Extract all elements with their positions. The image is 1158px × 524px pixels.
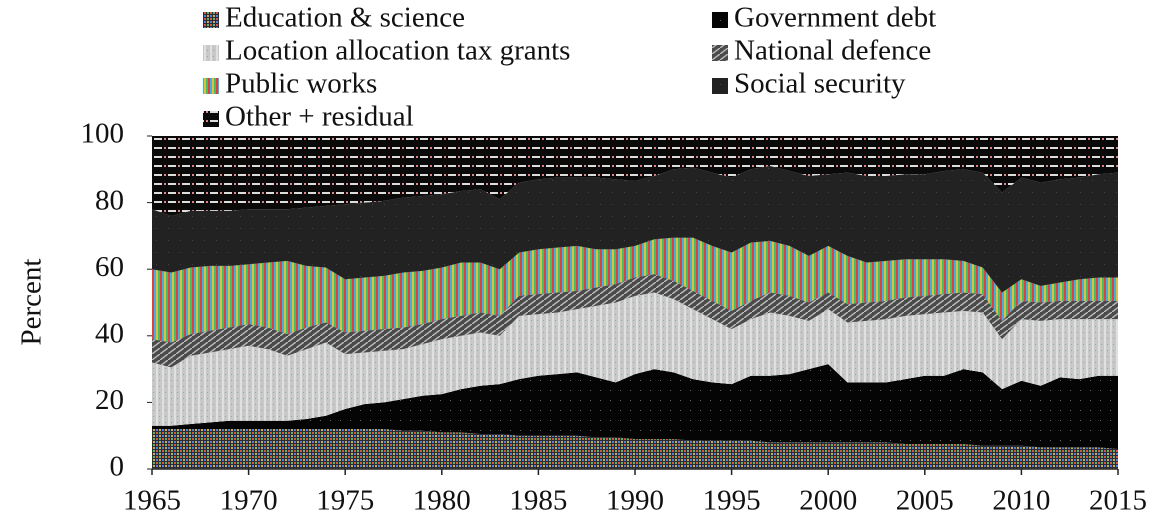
y-tick-label: 20 [95,384,124,416]
y-tick-label: 0 [110,451,125,483]
x-tick-label: 2005 [896,485,954,517]
x-tick-label: 1965 [123,485,181,517]
x-tick-label: 1990 [606,485,664,517]
legend-swatch-pattern [203,12,219,28]
y-axis-label: Percent [16,259,48,346]
y-tick-label: 80 [95,184,124,216]
area-pattern [152,292,1118,426]
area-pattern [152,364,1118,450]
legend-label: National defence [734,35,931,67]
legend-swatch-pattern [203,45,219,61]
legend-swatch-pattern [203,78,219,94]
x-tick-label: 1975 [316,485,374,517]
x-tick-label: 2000 [799,485,857,517]
legend-label: Location allocation tax grants [225,35,570,67]
y-tick-label: 40 [95,317,124,349]
x-tick-label: 1995 [703,485,761,517]
area-pattern [152,274,1118,368]
legend-label: Other + residual [225,101,414,133]
x-tick-label: 2010 [992,485,1050,517]
legend-swatch-pattern [712,12,728,28]
legend-swatch-pattern [712,45,728,61]
area-pattern [152,165,1118,293]
legend-label: Social security [734,68,906,100]
legend-label: Public works [225,68,377,100]
y-tick-label: 100 [81,118,125,150]
x-tick-label: 1970 [220,485,278,517]
legend-label: Education & science [225,2,465,34]
area-pattern [152,237,1118,343]
area-pattern [152,136,1118,216]
legend-swatch-pattern [712,78,728,94]
legend-swatch-pattern [203,111,219,127]
legend-label: Government debt [734,2,936,34]
area-pattern [152,429,1118,469]
x-tick-label: 1980 [413,485,471,517]
x-tick-label: 2015 [1089,485,1147,517]
y-tick-label: 60 [95,251,124,283]
x-tick-label: 1985 [509,485,567,517]
